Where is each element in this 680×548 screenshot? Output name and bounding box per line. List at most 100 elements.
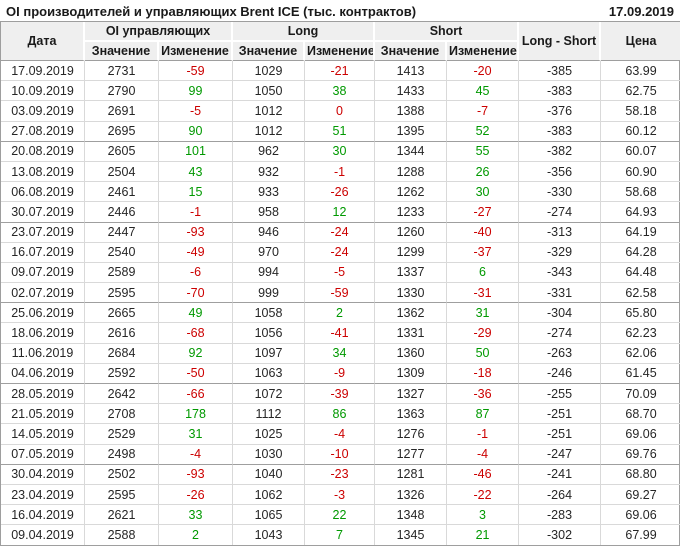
cell-long: 1056: [233, 323, 305, 344]
cell-price: 60.12: [601, 122, 680, 142]
cell-date: 16.07.2019: [1, 242, 85, 263]
cell-long: 958: [233, 202, 305, 223]
table-row: 23.07.2019 2447 -93 946 -24 1260 -40 -313 64.19: [1, 222, 680, 243]
cell-short: 1327: [375, 384, 448, 405]
cell-long-chg: -59: [305, 283, 376, 304]
table-row: 03.09.2019 2691 -5 1012 0 1388 -7 -376 58.18: [1, 101, 680, 122]
cell-short: 1337: [375, 262, 448, 284]
cell-price: 60.07: [601, 142, 680, 162]
cell-oi-chg: -93: [159, 222, 233, 243]
cell-price: 68.80: [601, 465, 680, 485]
cell-price: 67.99: [625, 527, 657, 542]
cell-long-short: -356: [519, 161, 602, 183]
cell-short-chg: -36: [447, 384, 520, 405]
table-row: 07.05.2019 2498 -4 1030 -10 1277 -4 -247 69.76: [1, 444, 680, 465]
cell-oi-chg: 2: [159, 525, 233, 545]
cell-oi: 2731: [85, 61, 159, 82]
cell-short: 1281: [375, 464, 448, 485]
cell-oi-chg: -4: [159, 444, 233, 465]
cell-long: 1065: [233, 505, 305, 526]
cell-short: 1299: [375, 242, 448, 263]
cell-long-short: -383: [519, 81, 602, 102]
table-row: 09.07.2019 2589 -6 994 -5 1337 6 -343 64.48: [1, 262, 680, 284]
cell-long-short: -263: [519, 343, 602, 364]
col-subheader-oi-value: Значение: [85, 42, 159, 61]
cell-date: 07.05.2019: [1, 444, 85, 465]
cell-long-short: -246: [519, 363, 602, 384]
table-header: Дата OI управляющих Long Short Long - Sh…: [1, 22, 680, 61]
cell-date: 18.06.2019: [1, 323, 85, 344]
table-row: 23.04.2019 2595 -26 1062 -3 1326 -22 -264 69.27: [1, 484, 680, 506]
oi-table: Дата OI управляющих Long Short Long - Sh…: [1, 22, 680, 545]
cell-short-chg: -20: [447, 61, 520, 82]
col-subheader-short-change: Изменение: [447, 42, 520, 61]
cell-long-short: -264: [519, 484, 602, 506]
cell-short: 1262: [375, 182, 448, 203]
col-group-short: Short: [375, 22, 520, 42]
cell-long-chg: -39: [305, 384, 376, 405]
cell-short-chg: -4: [447, 444, 520, 465]
cell-long-short: -274: [519, 323, 602, 344]
cell-oi-chg: 99: [159, 81, 233, 102]
cell-oi-chg: -49: [159, 242, 233, 263]
cell-date: 03.09.2019: [1, 101, 85, 122]
table-row: 28.05.2019 2642 -66 1072 -39 1327 -36 -255 70.09: [1, 384, 680, 405]
cell-oi: 2691: [85, 101, 159, 122]
cell-long-short: -385: [519, 61, 602, 82]
cell-long-chg: -4: [305, 424, 376, 445]
cell-long-chg: -21: [305, 61, 376, 82]
cell-long-chg: -10: [305, 444, 376, 465]
cell-oi: 2605: [85, 141, 159, 162]
cell-long-chg: 12: [305, 202, 376, 223]
cell-oi: 2502: [85, 464, 159, 485]
cell-long-short: -283: [519, 505, 602, 526]
cell-short: 1433: [375, 81, 448, 102]
cell-long: 1043: [233, 525, 305, 545]
table-row: 30.04.2019 2502 -93 1040 -23 1281 -46 -241 68.80: [1, 464, 680, 485]
col-subheader-long-change: Изменение: [305, 42, 376, 61]
cell-oi-chg: 15: [159, 182, 233, 203]
cell-short: 1331: [375, 323, 448, 344]
col-group-long: Long: [233, 22, 376, 42]
cell-long: 970: [233, 242, 305, 263]
cell-oi: 2589: [85, 262, 159, 284]
cell-long-short: -376: [519, 101, 602, 122]
cell-oi: 2684: [85, 343, 159, 364]
cell-price: 69.06: [601, 505, 680, 526]
table-row: 25.06.2019 2665 49 1058 2 1362 31 -304 65.80: [1, 303, 680, 324]
cell-long: 933: [233, 182, 305, 203]
col-subheader-oi-change: Изменение: [159, 42, 233, 61]
cell-price: 63.99: [601, 61, 680, 82]
cell-long-short: -382: [519, 141, 602, 162]
cell-long-short: -302: [519, 525, 602, 545]
cell-long-chg: -9: [305, 363, 376, 384]
cell-short: 1233: [375, 202, 448, 223]
cell-oi-chg: -59: [159, 61, 233, 82]
cell-date: 11.06.2019: [1, 343, 85, 364]
cell-long: 1063: [233, 363, 305, 384]
cell-price: 62.75: [601, 81, 680, 102]
cell-long: 1012: [233, 121, 305, 142]
cell-date: 06.08.2019: [1, 182, 85, 203]
table-row: 16.07.2019 2540 -49 970 -24 1299 -37 -329 64.28: [1, 242, 680, 263]
table-row: 18.06.2019 2616 -68 1056 -41 1331 -29 -274 62.23: [1, 323, 680, 344]
cell-oi-chg: -1: [159, 202, 233, 223]
cell-short: 1363: [375, 404, 448, 425]
cell-date: 13.08.2019: [1, 161, 85, 183]
cell-date: 30.07.2019: [1, 202, 85, 223]
col-subheader-long-value: Значение: [233, 42, 305, 61]
cell-long-chg: -3: [305, 484, 376, 506]
cell-oi: 2665: [85, 303, 159, 324]
cell-date: 25.06.2019: [1, 303, 85, 324]
cell-long-chg: 38: [305, 81, 376, 102]
cell-date: 23.07.2019: [1, 222, 85, 243]
cell-short-chg: -40: [447, 222, 520, 243]
cell-price: 62.58: [601, 283, 680, 304]
cell-long-chg: -24: [305, 222, 376, 243]
cell-price: 62.06: [601, 344, 680, 364]
cell-long: 1012: [233, 101, 305, 122]
col-header-long-short: Long - Short: [519, 22, 602, 61]
cell-long-short: -331: [519, 283, 602, 304]
cell-long: 1030: [233, 444, 305, 465]
col-group-oi: OI управляющих: [85, 22, 233, 42]
